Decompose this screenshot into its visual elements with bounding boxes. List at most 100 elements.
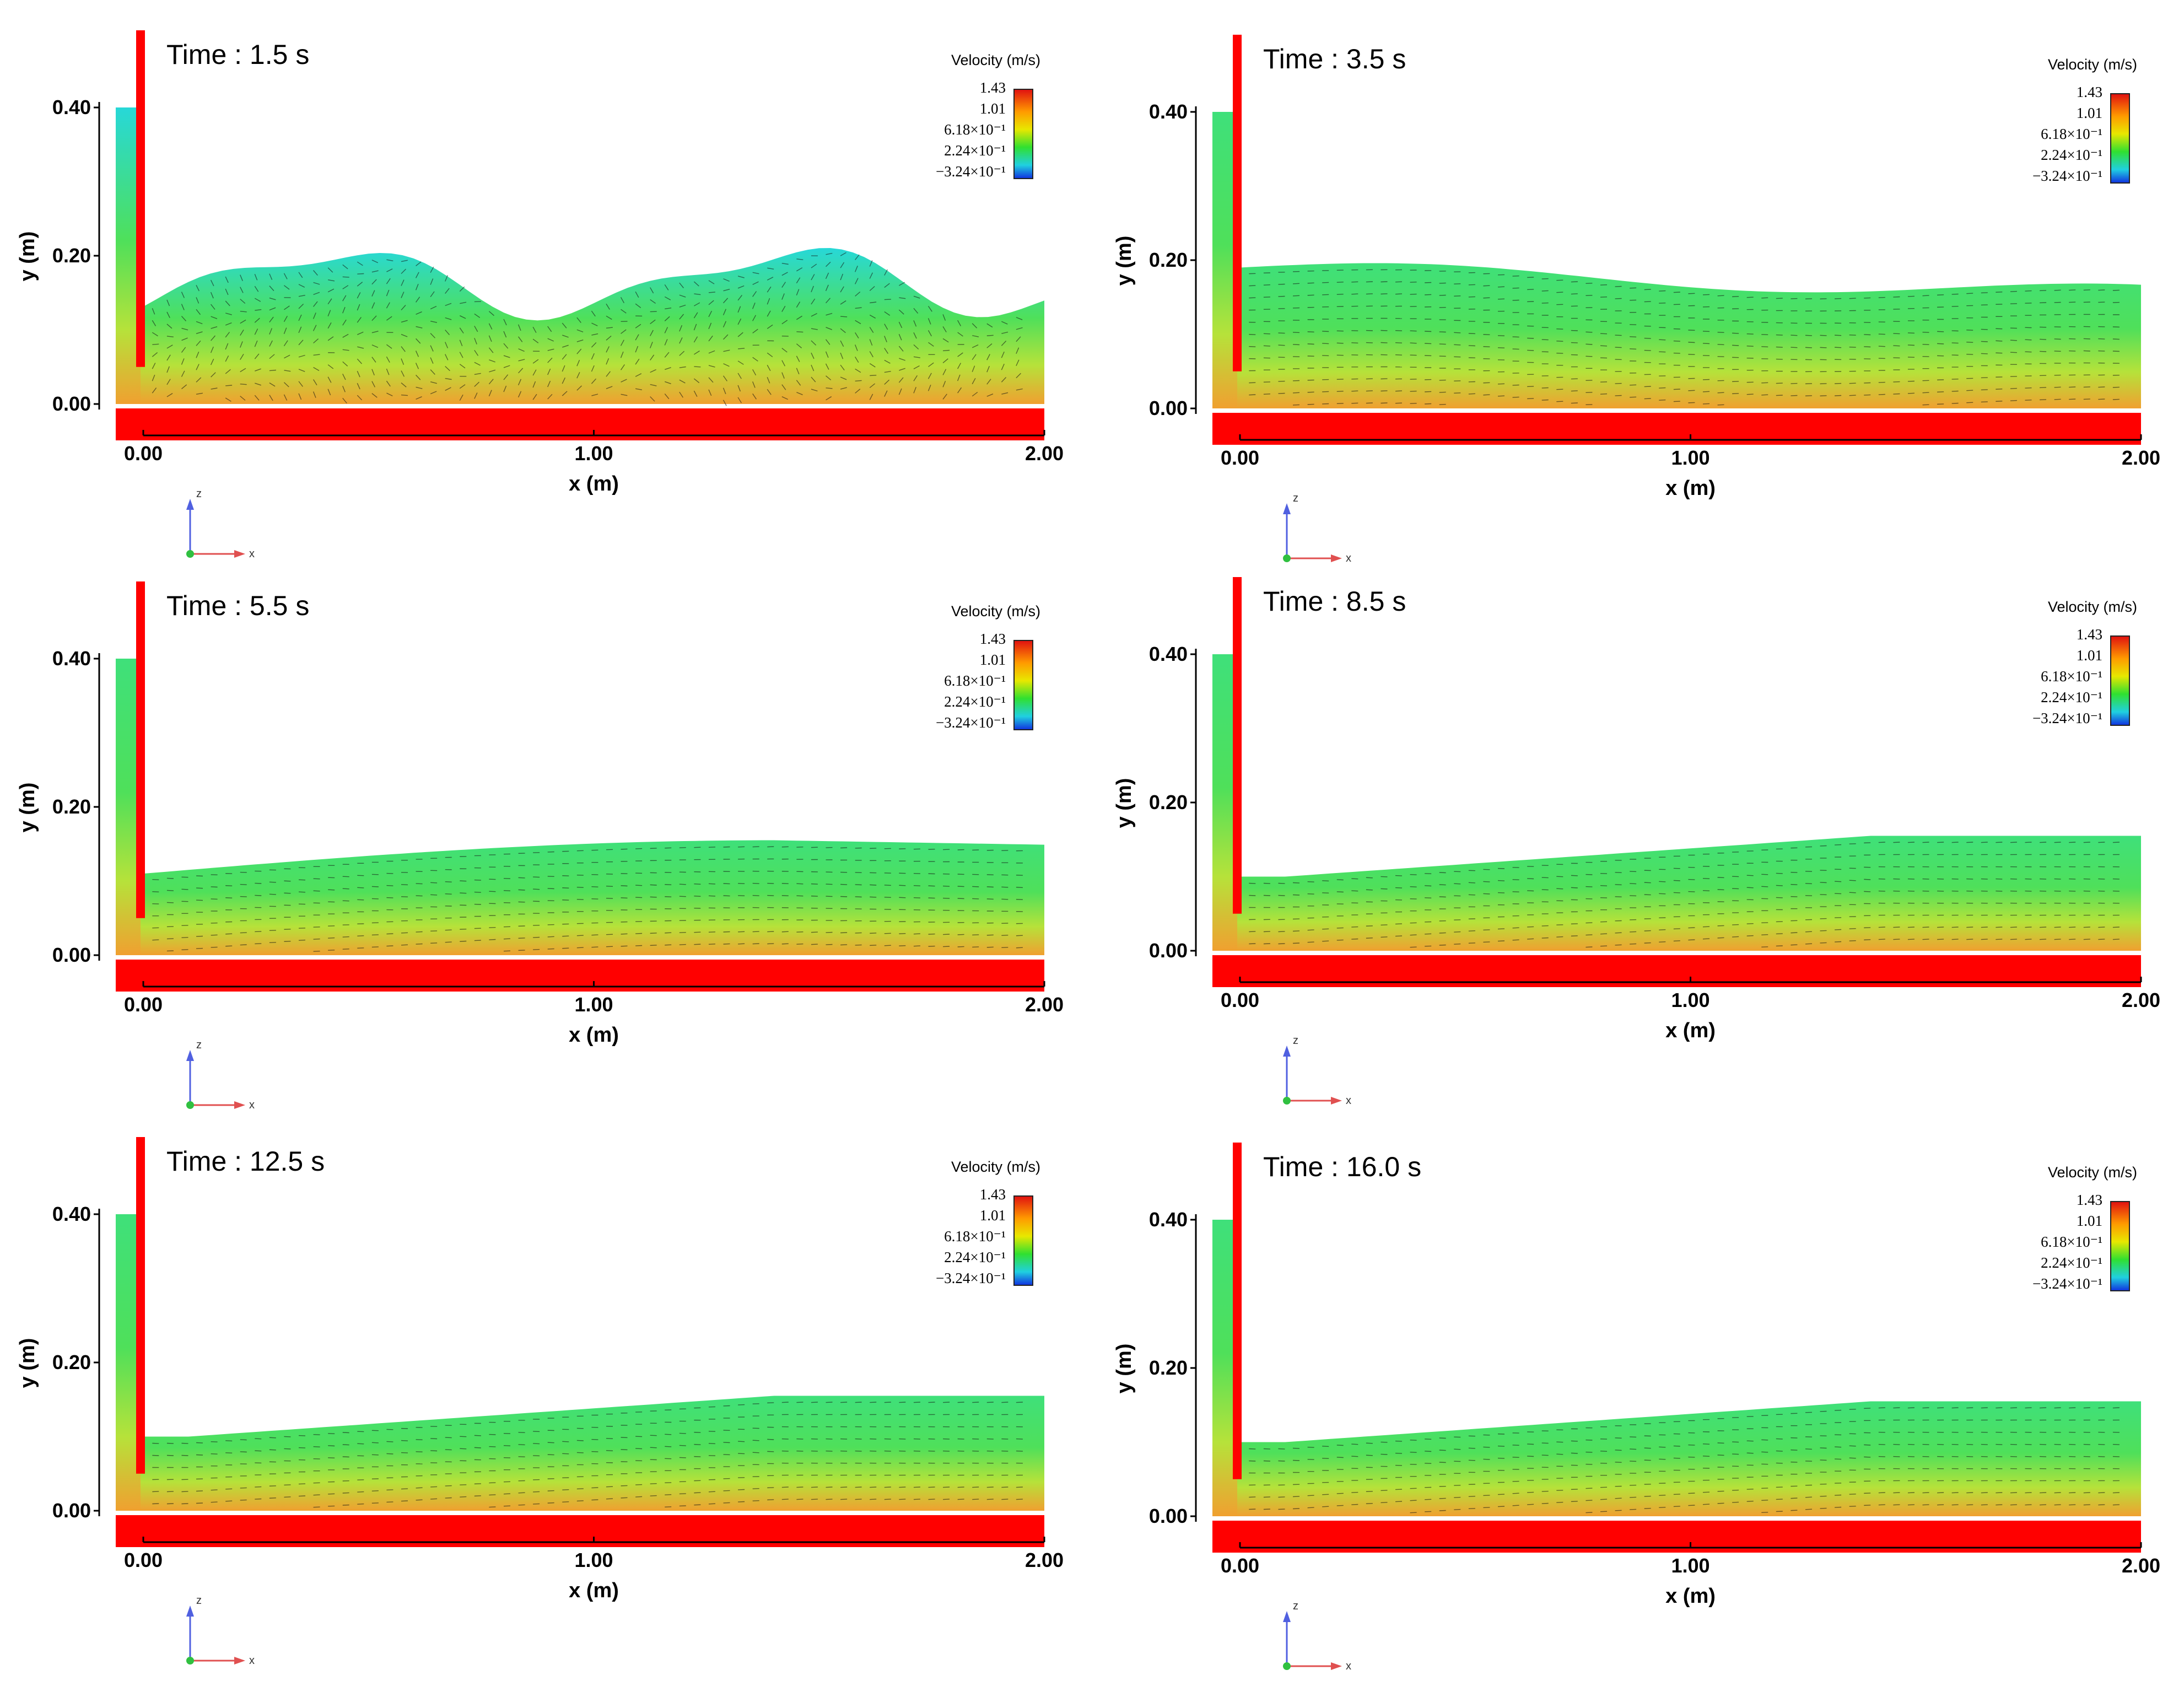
x-axis-label: x (m)	[1665, 1019, 1716, 1042]
legend-value: −3.24×10⁻¹	[936, 163, 1006, 180]
gate-wall	[1233, 35, 1242, 371]
velocity-legend: Velocity (m/s) 1.43 1.01 6.18×10⁻¹ 2.24×10⁻¹…	[936, 52, 1040, 180]
gate-wall	[136, 581, 145, 918]
velocity-field-plot: 0.40 0.20 0.00 y (m) 0.00 1.00 2.00 x (m) Veloci…	[1113, 1143, 2160, 1672]
panel-4: 0.40 0.20 0.00 y (m) 0.00 1.00 2.00 x (m) Veloci…	[1097, 547, 2177, 1107]
legend-title: Velocity (m/s)	[951, 603, 1040, 620]
x-tick-label: 0.00	[1221, 446, 1259, 469]
velocity-vectors	[1249, 269, 2120, 406]
x-tick-label: 1.00	[1671, 1554, 1710, 1577]
velocity-field-plot: 0.40 0.20 0.00 y (m) 0.00 1.00 2.00 x (m) Veloci…	[1113, 35, 2160, 564]
panel-2: 0.40 0.20 0.00 y (m) 0.00 1.00 2.00 x (m) Veloci…	[1097, 4, 2177, 564]
legend-value: 1.43	[2077, 84, 2102, 100]
legend-value: 1.43	[2077, 1192, 2102, 1208]
fluid-region	[1237, 836, 2141, 951]
triad-x-label: x	[249, 1099, 255, 1111]
triad-z-label: z	[196, 488, 202, 500]
legend-title: Velocity (m/s)	[2048, 56, 2137, 73]
legend-value: 2.24×10⁻¹	[944, 142, 1006, 159]
legend-colorbar	[1013, 640, 1033, 730]
y-tick-label: 0.00	[1149, 1505, 1188, 1527]
axis-triad: zx	[186, 1595, 255, 1667]
axis-triad: zx	[186, 488, 255, 560]
legend-value: 6.18×10⁻¹	[944, 672, 1006, 689]
time-label: Time : 16.0 s	[1263, 1151, 1422, 1182]
time-label: Time : 8.5 s	[1263, 586, 1406, 617]
triad-x-label: x	[249, 1655, 255, 1667]
legend-colorbar	[2110, 93, 2130, 184]
x-tick-label: 2.00	[2122, 1554, 2160, 1577]
x-axis-label: x (m)	[1665, 1585, 1716, 1608]
triad-x-label: x	[1346, 1660, 1351, 1672]
fluid-region	[1237, 263, 2141, 408]
legend-value: 1.01	[2077, 105, 2102, 121]
velocity-field-plot: 0.40 0.20 0.00 y (m) 0.00 1.00 2.00 x (m) Veloci…	[16, 1137, 1064, 1667]
velocity-vectors	[1249, 1407, 2120, 1513]
y-axis-label: y (m)	[16, 231, 39, 282]
x-tick-label: 2.00	[1025, 442, 1064, 465]
legend-value: 1.01	[980, 651, 1006, 668]
y-axis-label: y (m)	[16, 783, 39, 833]
y-tick-label: 0.00	[52, 944, 91, 966]
velocity-field-plot: 0.40 0.20 0.00 y (m) 0.00 1.00 2.00 x (m) Veloci…	[1113, 577, 2160, 1107]
y-tick-label: 0.20	[1149, 791, 1188, 814]
velocity-vectors	[1249, 842, 2120, 948]
legend-title: Velocity (m/s)	[951, 1159, 1040, 1175]
y-tick-label: 0.20	[1149, 249, 1188, 271]
velocity-vectors	[152, 846, 1023, 952]
legend-value: 2.24×10⁻¹	[2041, 689, 2102, 705]
x-tick-label: 0.00	[1221, 989, 1259, 1011]
panel-1: 0.40 0.20 0.00 y (m) 0.00 1.00 2.00 x (m) Veloci…	[0, 0, 1080, 560]
triad-x-label: x	[1346, 552, 1351, 564]
velocity-field-plot: 0.40 0.20 0.00 y (m) 0.00 1.00 2.00 x (m) Veloci…	[16, 30, 1064, 560]
time-label: Time : 12.5 s	[166, 1146, 325, 1177]
legend-title: Velocity (m/s)	[2048, 1164, 2137, 1181]
legend-value: 2.24×10⁻¹	[2041, 147, 2102, 163]
y-tick-label: 0.00	[52, 1499, 91, 1522]
y-tick-label: 0.20	[52, 1351, 91, 1373]
legend-value: −3.24×10⁻¹	[2032, 710, 2102, 726]
legend-value: 2.24×10⁻¹	[944, 693, 1006, 710]
axis-triad: zx	[186, 1039, 255, 1111]
velocity-legend: Velocity (m/s) 1.43 1.01 6.18×10⁻¹ 2.24×10⁻¹…	[936, 603, 1040, 731]
gate-wall	[1233, 577, 1242, 914]
legend-value: 1.01	[980, 100, 1006, 117]
legend-value: −3.24×10⁻¹	[936, 1270, 1006, 1286]
y-tick-label: 0.20	[52, 244, 91, 267]
x-axis-label: x (m)	[1665, 477, 1716, 500]
y-tick-label: 0.40	[52, 647, 91, 670]
legend-value: −3.24×10⁻¹	[2032, 1275, 2102, 1292]
legend-title: Velocity (m/s)	[2048, 599, 2137, 615]
x-tick-label: 2.00	[1025, 1549, 1064, 1571]
x-tick-label: 1.00	[1671, 446, 1710, 469]
triad-z-label: z	[1293, 492, 1298, 504]
legend-value: −3.24×10⁻¹	[936, 714, 1006, 731]
y-axis-label: y (m)	[1113, 1344, 1136, 1394]
panel-5: 0.40 0.20 0.00 y (m) 0.00 1.00 2.00 x (m) Veloci…	[0, 1107, 1080, 1667]
x-tick-label: 0.00	[124, 1549, 163, 1571]
y-tick-label: 0.20	[1149, 1356, 1188, 1379]
velocity-legend: Velocity (m/s) 1.43 1.01 6.18×10⁻¹ 2.24×10⁻¹…	[2032, 1164, 2137, 1292]
x-axis-label: x (m)	[569, 1579, 619, 1602]
y-tick-label: 0.40	[1149, 100, 1188, 123]
velocity-field-plot: 0.40 0.20 0.00 y (m) 0.00 1.00 2.00 x (m) Veloci…	[16, 581, 1064, 1111]
velocity-legend: Velocity (m/s) 1.43 1.01 6.18×10⁻¹ 2.24×10⁻¹…	[2032, 599, 2137, 726]
x-tick-label: 2.00	[2122, 446, 2160, 469]
time-label: Time : 1.5 s	[166, 39, 310, 70]
panel-6: 0.40 0.20 0.00 y (m) 0.00 1.00 2.00 x (m) Veloci…	[1097, 1112, 2177, 1672]
axis-triad: zx	[1283, 492, 1351, 564]
panel-3: 0.40 0.20 0.00 y (m) 0.00 1.00 2.00 x (m) Veloci…	[0, 551, 1080, 1111]
legend-colorbar	[1013, 89, 1033, 179]
y-axis-label: y (m)	[1113, 236, 1136, 286]
velocity-vectors	[152, 1402, 1023, 1508]
x-tick-label: 0.00	[124, 993, 163, 1016]
axis-triad: zx	[1283, 1035, 1351, 1107]
legend-value: 6.18×10⁻¹	[2041, 1233, 2102, 1250]
fluid-region	[141, 1396, 1044, 1511]
legend-value: 1.01	[2077, 647, 2102, 664]
x-tick-label: 0.00	[124, 442, 163, 465]
triad-z-label: z	[196, 1595, 202, 1607]
x-tick-label: 2.00	[2122, 989, 2160, 1011]
velocity-legend: Velocity (m/s) 1.43 1.01 6.18×10⁻¹ 2.24×10⁻¹…	[2032, 56, 2137, 184]
legend-value: −3.24×10⁻¹	[2032, 168, 2102, 184]
